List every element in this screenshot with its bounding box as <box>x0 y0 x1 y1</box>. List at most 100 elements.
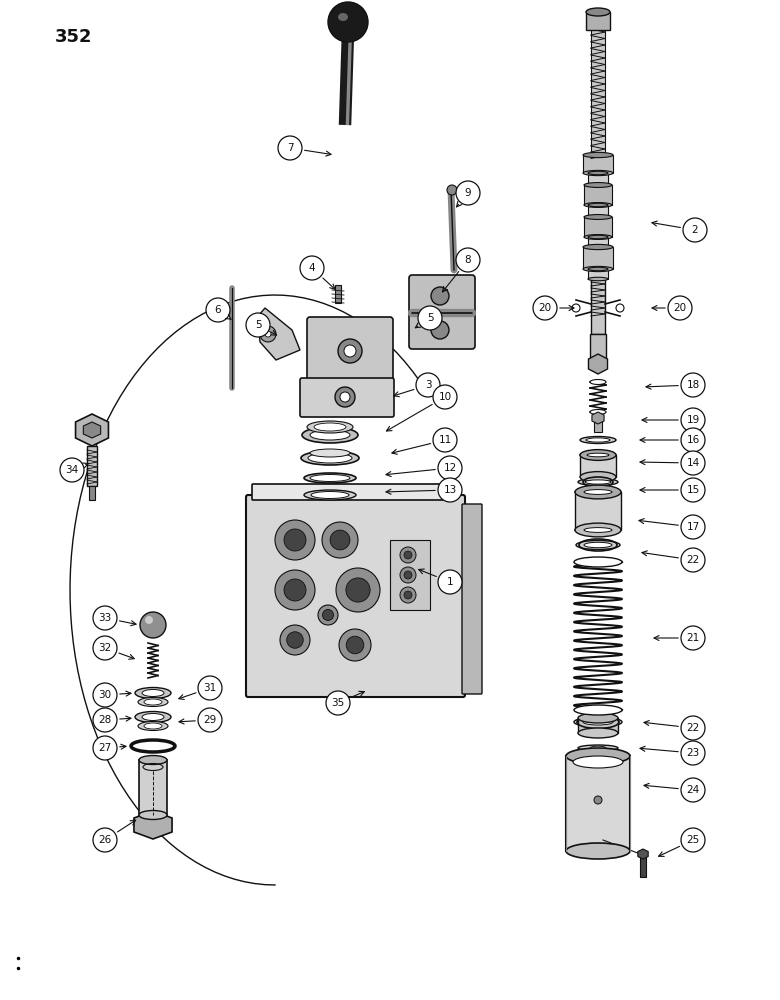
Ellipse shape <box>135 688 171 698</box>
Ellipse shape <box>583 266 613 272</box>
Bar <box>335 285 341 303</box>
Circle shape <box>616 304 624 312</box>
Text: 6: 6 <box>215 305 222 315</box>
Bar <box>583 247 613 269</box>
Circle shape <box>681 741 705 765</box>
Ellipse shape <box>338 13 348 21</box>
Circle shape <box>681 451 705 475</box>
Ellipse shape <box>310 430 350 440</box>
Text: 19: 19 <box>686 415 700 425</box>
Text: 25: 25 <box>686 835 700 845</box>
Circle shape <box>340 392 350 402</box>
Circle shape <box>681 548 705 572</box>
Circle shape <box>322 609 334 620</box>
Text: 7: 7 <box>287 143 293 153</box>
Ellipse shape <box>588 183 608 187</box>
Ellipse shape <box>144 723 162 729</box>
Ellipse shape <box>573 756 623 768</box>
Circle shape <box>93 828 117 852</box>
Text: 30: 30 <box>98 690 112 700</box>
Circle shape <box>265 331 271 337</box>
Ellipse shape <box>575 485 621 499</box>
Text: 5: 5 <box>427 313 434 323</box>
Bar <box>578 718 618 733</box>
Circle shape <box>335 387 355 407</box>
Circle shape <box>260 326 276 342</box>
Circle shape <box>145 616 153 624</box>
Bar <box>390 540 430 610</box>
Circle shape <box>438 570 462 594</box>
Text: 15: 15 <box>686 485 700 495</box>
Ellipse shape <box>307 421 353 433</box>
Circle shape <box>431 287 449 305</box>
Bar <box>87 446 97 486</box>
Ellipse shape <box>575 523 621 537</box>
Circle shape <box>683 218 707 242</box>
Circle shape <box>404 591 412 599</box>
Ellipse shape <box>588 171 608 175</box>
Ellipse shape <box>308 453 352 463</box>
FancyBboxPatch shape <box>462 504 482 694</box>
Circle shape <box>400 567 416 583</box>
Circle shape <box>280 625 310 655</box>
Ellipse shape <box>575 488 621 496</box>
Ellipse shape <box>588 203 608 207</box>
Circle shape <box>681 515 705 539</box>
Circle shape <box>93 708 117 732</box>
Ellipse shape <box>574 557 622 567</box>
Circle shape <box>326 691 350 715</box>
Ellipse shape <box>583 244 613 250</box>
Circle shape <box>456 248 480 272</box>
Circle shape <box>681 828 705 852</box>
Ellipse shape <box>590 746 606 750</box>
Circle shape <box>330 530 350 550</box>
Ellipse shape <box>139 756 167 764</box>
Text: 10: 10 <box>438 392 452 402</box>
Ellipse shape <box>142 690 164 696</box>
Ellipse shape <box>580 452 616 458</box>
Circle shape <box>572 304 580 312</box>
Text: 8: 8 <box>465 255 471 265</box>
Text: 13: 13 <box>443 485 456 495</box>
Circle shape <box>284 529 306 551</box>
Ellipse shape <box>583 170 613 176</box>
Ellipse shape <box>135 712 171 722</box>
Ellipse shape <box>583 152 613 158</box>
Ellipse shape <box>584 203 612 207</box>
Circle shape <box>198 676 222 700</box>
Circle shape <box>93 736 117 760</box>
Circle shape <box>681 716 705 740</box>
Circle shape <box>322 522 358 558</box>
Ellipse shape <box>304 490 356 500</box>
Circle shape <box>198 708 222 732</box>
Circle shape <box>300 256 324 280</box>
Text: 5: 5 <box>255 320 261 330</box>
Circle shape <box>246 313 270 337</box>
Ellipse shape <box>310 449 350 457</box>
Bar <box>588 269 608 279</box>
Bar <box>89 486 95 500</box>
Circle shape <box>456 181 480 205</box>
Circle shape <box>433 385 457 409</box>
Bar <box>591 12 605 155</box>
Bar <box>594 418 602 432</box>
Ellipse shape <box>588 235 608 239</box>
Circle shape <box>344 345 356 357</box>
Bar <box>588 237 608 247</box>
Bar <box>580 455 616 477</box>
Ellipse shape <box>314 423 346 431</box>
Ellipse shape <box>584 183 612 187</box>
Circle shape <box>400 547 416 563</box>
Bar <box>566 756 630 851</box>
Text: 21: 21 <box>686 633 700 643</box>
Bar <box>586 12 610 30</box>
Circle shape <box>400 587 416 603</box>
Ellipse shape <box>142 714 164 720</box>
Ellipse shape <box>566 843 630 859</box>
Bar <box>583 155 613 173</box>
Ellipse shape <box>580 472 616 482</box>
Text: 1: 1 <box>447 577 453 587</box>
Text: 29: 29 <box>204 715 217 725</box>
Ellipse shape <box>585 480 611 484</box>
Ellipse shape <box>138 698 168 706</box>
